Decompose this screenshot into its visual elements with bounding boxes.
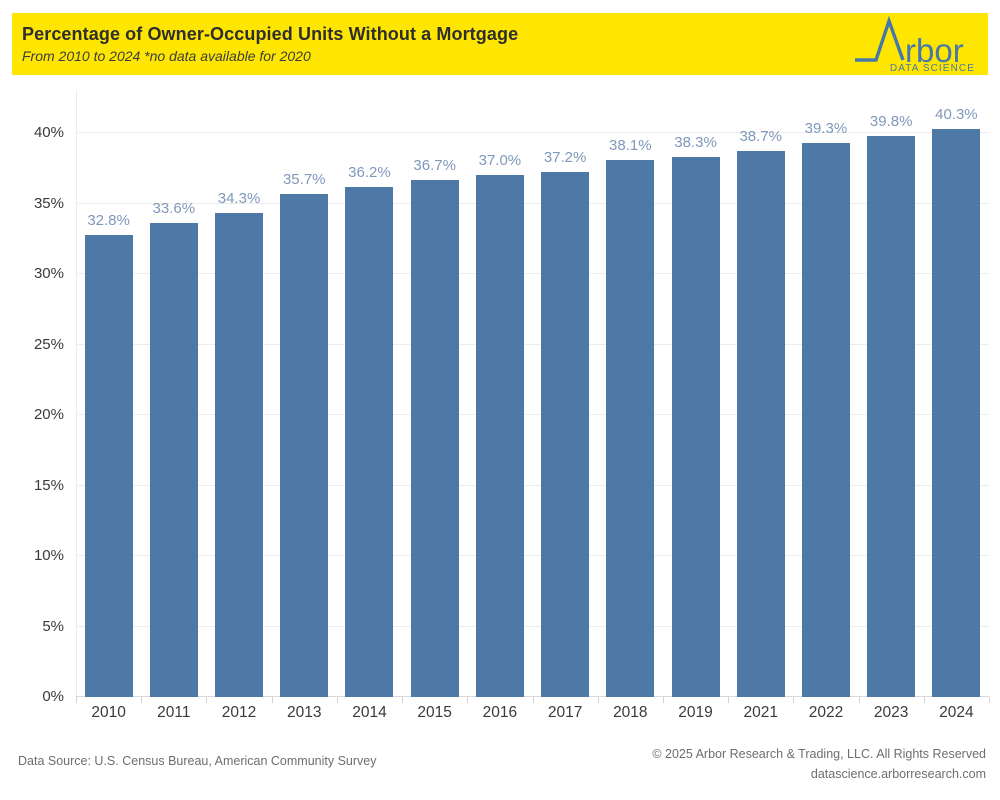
bar-value-label: 38.1% [609, 136, 652, 154]
x-axis-label: 2021 [743, 704, 778, 721]
plot-left-border [76, 90, 77, 697]
x-axis-label: 2018 [613, 704, 648, 721]
bar-value-label: 37.2% [543, 149, 587, 167]
y-axis-label: 20% [33, 406, 64, 423]
bar-value-label: 36.7% [413, 156, 456, 174]
bar-2022[interactable] [801, 142, 850, 697]
bar-2023[interactable] [867, 135, 916, 697]
title-banner: Percentage of Owner-Occupied Units Witho… [12, 13, 988, 75]
x-axis-label: 2022 [808, 704, 844, 721]
bar-value-label: 37.0% [478, 152, 522, 170]
x-axis-label: 2023 [873, 704, 909, 721]
y-axis-label: 10% [33, 547, 64, 564]
gridline [76, 202, 989, 204]
bar-value-label: 39.3% [804, 119, 848, 137]
axis-tick [141, 697, 143, 703]
axis-tick [923, 697, 925, 703]
axis-tick [467, 697, 469, 703]
bar-2015[interactable] [410, 179, 459, 697]
gridline [76, 484, 989, 486]
axis-tick [793, 697, 795, 703]
axis-tick [858, 697, 860, 703]
bar-2014[interactable] [345, 186, 394, 697]
gridline [76, 132, 989, 133]
x-axis: 2010 2011 2012 2013 2014 2015 2016 2017 2018 2019… [76, 704, 989, 726]
bar-2010[interactable] [84, 234, 133, 697]
gridline [76, 555, 989, 556]
axis-tick [76, 697, 77, 703]
x-axis-label: 2016 [482, 704, 518, 721]
y-axis-label: 0% [42, 688, 64, 705]
bar-value-label: 32.8% [87, 211, 130, 229]
gridline [76, 343, 989, 345]
bar-2012[interactable] [215, 213, 264, 697]
website-link[interactable]: datascience.arborresearch.com [810, 767, 986, 781]
bar-2018[interactable] [606, 159, 655, 697]
bar-value-label: 35.7% [282, 170, 326, 188]
x-axis-label: 2019 [678, 704, 713, 721]
x-axis-label: 2011 [157, 704, 191, 721]
y-axis: 0% 5% 10% 15% 20% 25% 30% 35% 40% [0, 90, 70, 705]
axis-tick [402, 697, 404, 703]
data-source-note: Data Source: U.S. Census Bureau, America… [18, 754, 377, 768]
bar-2021[interactable] [736, 151, 785, 697]
axis-tick [532, 697, 534, 703]
arbor-data-science-logo: rbor DATA SCIENCE [852, 15, 976, 73]
axis-tick [336, 697, 338, 703]
y-axis-label: 40% [33, 124, 64, 141]
bar-2011[interactable] [149, 223, 198, 697]
bar-2024[interactable] [932, 128, 981, 697]
axis-tick [271, 697, 273, 703]
bar-value-label: 36.2% [348, 163, 391, 181]
bar-value-label: 40.3% [935, 105, 978, 123]
axis-tick [206, 697, 208, 703]
footer-copyright-block: © 2025 Arbor Research & Trading, LLC. Al… [652, 744, 986, 784]
x-axis-label: 2012 [221, 704, 257, 721]
line-chart-peak-icon: rbor DATA SCIENCE [855, 15, 975, 73]
logo-tagline: DATA SCIENCE [890, 63, 975, 73]
logo-wordmark: rbor [905, 32, 964, 69]
gridline [76, 414, 989, 415]
axis-tick [728, 697, 730, 703]
gridline [76, 273, 989, 274]
x-axis-label: 2015 [417, 704, 452, 721]
bar-2019[interactable] [671, 156, 720, 697]
title-block: Percentage of Owner-Occupied Units Witho… [22, 24, 518, 64]
bar-2016[interactable] [475, 175, 524, 697]
bar-value-label: 33.6% [152, 200, 196, 218]
y-axis-label: 25% [33, 335, 64, 353]
copyright-text: © 2025 Arbor Research & Trading, LLC. Al… [652, 747, 986, 761]
x-axis-label: 2014 [352, 704, 387, 721]
chart-title: Percentage of Owner-Occupied Units Witho… [22, 24, 519, 44]
bar-2013[interactable] [280, 193, 329, 697]
axis-tick [597, 697, 599, 703]
axis-tick [662, 697, 664, 703]
y-axis-label: 30% [33, 265, 64, 282]
x-axis-label: 2013 [287, 704, 322, 721]
y-axis-label: 15% [33, 476, 64, 494]
x-axis-label: 2017 [547, 704, 583, 721]
y-axis-label: 35% [33, 194, 64, 212]
bar-2017[interactable] [541, 172, 590, 697]
bar-value-label: 39.8% [869, 112, 913, 130]
plot-area: 32.8% 33.6% 34.3% 35.7% 36.2% 36.7% 37.0% 37.2%… [76, 90, 989, 697]
x-axis-label: 2024 [939, 704, 974, 721]
x-axis-label: 2010 [91, 704, 126, 721]
axis-tick [989, 697, 990, 703]
gridline [76, 625, 989, 627]
bar-value-label: 38.7% [739, 128, 783, 146]
chart-subtitle: From 2010 to 2024 *no data available for… [22, 48, 311, 64]
gridline [76, 696, 989, 697]
bar-value-label: 38.3% [674, 133, 717, 151]
y-axis-label: 5% [42, 617, 64, 635]
bar-value-label: 34.3% [217, 190, 261, 208]
